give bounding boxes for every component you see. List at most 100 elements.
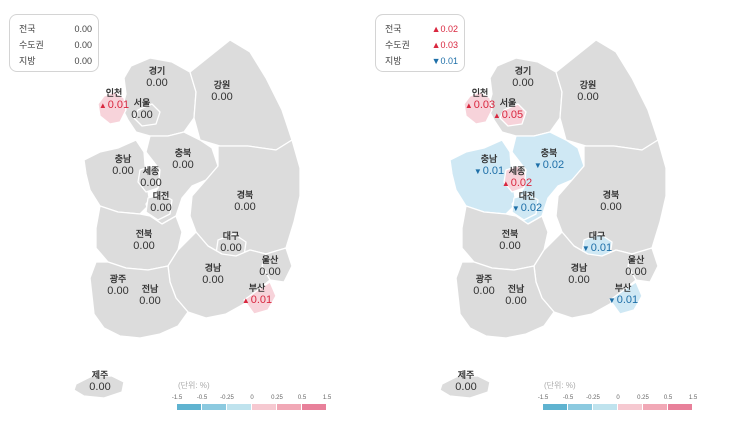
region-value: 0.00 xyxy=(202,274,223,287)
legend: (단위: %) -1.5 -0.5 -0.25 0 0.25 0.5 1.5 xyxy=(171,380,331,416)
region-label-seoul: 서울 0.00 xyxy=(131,98,152,122)
region-gangwon[interactable] xyxy=(555,39,659,151)
region-value: 0.00 xyxy=(112,165,133,178)
region-busan[interactable] xyxy=(243,281,277,315)
region-value: ▼0.01 xyxy=(608,294,638,307)
legend-swatch xyxy=(668,404,692,410)
region-label-sejong: 세종 ▲0.02 xyxy=(502,166,532,190)
region-incheon[interactable] xyxy=(463,91,493,125)
left-map-panel: 전국 0.00 수도권 0.00 지방 0.00 인천 ▲0.01 경기 0.00 서울 0.00 강원… xyxy=(9,14,331,416)
legend-swatch xyxy=(277,404,301,410)
region-jeju[interactable] xyxy=(73,375,125,399)
region-incheon[interactable] xyxy=(97,91,127,125)
legend-unit: (단위: %) xyxy=(178,381,210,390)
region-value-text: 0.05 xyxy=(501,109,524,121)
region-value-text: 0.00 xyxy=(577,91,599,103)
summary-value: 0.00 xyxy=(74,56,92,66)
region-value-text: 0.00 xyxy=(600,201,622,213)
legend-swatch xyxy=(227,404,251,410)
region-value-text: 0.00 xyxy=(259,266,281,278)
region-value: 0.00 xyxy=(512,77,533,90)
region-value: 0.00 xyxy=(107,285,128,298)
region-value: ▲0.01 xyxy=(99,99,129,112)
region-gangwon[interactable] xyxy=(189,39,293,151)
region-name: 강원 xyxy=(579,80,597,90)
region-value: ▼0.02 xyxy=(534,159,564,172)
legend-tick: -1.5 xyxy=(171,395,183,401)
summary-label: 수도권 xyxy=(385,40,410,50)
region-label-jeonbuk: 전북 0.00 xyxy=(133,229,154,253)
region-value-text: 0.00 xyxy=(150,202,172,214)
region-busan[interactable] xyxy=(609,281,643,315)
region-name: 서울 xyxy=(133,98,151,108)
up-triangle-icon: ▲ xyxy=(98,101,107,110)
region-label-daejeon: 대전 0.00 xyxy=(150,191,171,215)
region-value-text: 0.00 xyxy=(568,274,590,286)
region-label-jeonnam: 전남 0.00 xyxy=(505,284,526,308)
region-daejeon[interactable] xyxy=(511,193,539,221)
region-value-text: 0.00 xyxy=(133,240,155,252)
region-name: 경북 xyxy=(236,190,254,200)
region-name: 울산 xyxy=(627,255,645,265)
down-triangle-icon: ▼ xyxy=(533,161,542,170)
region-seoul[interactable] xyxy=(499,103,527,127)
region-label-chungbuk: 충북 ▼0.02 xyxy=(534,148,564,172)
region-jeju[interactable] xyxy=(439,375,491,399)
region-name: 충남 xyxy=(480,154,498,164)
summary-row: 전국 ▲0.02 xyxy=(385,23,458,35)
legend-unit: (단위: %) xyxy=(544,381,576,390)
down-triangle-icon: ▼ xyxy=(581,244,590,253)
down-triangle-icon: ▼ xyxy=(607,296,616,305)
region-value-text: 0.01 xyxy=(590,242,613,254)
region-value-text: 0.01 xyxy=(482,165,505,177)
region-label-daegu: 대구 ▼0.01 xyxy=(582,231,612,255)
summary-value: ▲0.03 xyxy=(431,40,458,50)
legend-tick: -1.5 xyxy=(537,395,549,401)
region-daejeon[interactable] xyxy=(145,193,173,221)
region-value-text: 0.00 xyxy=(234,201,256,213)
summary-row: 수도권 0.00 xyxy=(19,39,92,51)
region-value: 0.00 xyxy=(172,159,193,172)
region-value: 0.00 xyxy=(140,177,161,190)
up-triangle-icon: ▲ xyxy=(501,179,510,188)
region-value-text: 0.00 xyxy=(499,240,521,252)
region-label-daegu: 대구 0.00 xyxy=(220,231,241,255)
region-value: ▼0.02 xyxy=(512,202,542,215)
region-value-text: 0.01 xyxy=(616,294,639,306)
region-name: 경기 xyxy=(148,66,166,76)
legend-ticks: -1.5 -0.5 -0.25 0 0.25 0.5 1.5 xyxy=(537,395,698,403)
region-label-busan: 부산 ▼0.01 xyxy=(608,283,638,307)
summary-value: ▼0.01 xyxy=(431,56,458,66)
region-label-chungnam: 충남 ▼0.01 xyxy=(474,154,504,178)
region-value-text: 0.00 xyxy=(89,381,111,393)
region-name: 제주 xyxy=(91,370,109,380)
region-label-chungnam: 충남 0.00 xyxy=(112,154,133,178)
legend-color-bar xyxy=(177,404,327,410)
legend-swatch xyxy=(177,404,201,410)
region-value-text: 0.01 xyxy=(107,99,130,111)
region-value-text: 0.00 xyxy=(140,177,162,189)
region-name: 전남 xyxy=(507,284,525,294)
region-seoul[interactable] xyxy=(133,103,161,127)
region-jeonnam[interactable] xyxy=(455,261,555,339)
region-value: 0.00 xyxy=(211,91,232,104)
region-value: 0.00 xyxy=(131,109,152,122)
region-value-text: 0.00 xyxy=(172,159,194,171)
region-name: 서울 xyxy=(499,98,517,108)
region-name: 경남 xyxy=(204,263,222,273)
legend-swatch xyxy=(302,404,326,410)
region-label-gyeonggi: 경기 0.00 xyxy=(146,66,167,90)
region-name: 전북 xyxy=(135,229,153,239)
legend-tick: -0.25 xyxy=(586,395,600,401)
legend-tick: 1.5 xyxy=(688,395,698,401)
region-value-text: 0.00 xyxy=(473,285,495,297)
region-label-gyeongbuk: 경북 0.00 xyxy=(600,190,621,214)
region-name: 강원 xyxy=(213,80,231,90)
region-label-gyeongnam: 경남 0.00 xyxy=(202,263,223,287)
region-label-gangwon: 강원 0.00 xyxy=(211,80,232,104)
summary-row: 수도권 ▲0.03 xyxy=(385,39,458,51)
region-label-incheon: 인천 ▲0.01 xyxy=(99,88,129,112)
legend-tick: 0 xyxy=(250,395,254,401)
legend-swatch xyxy=(202,404,226,410)
region-jeonnam[interactable] xyxy=(89,261,189,339)
